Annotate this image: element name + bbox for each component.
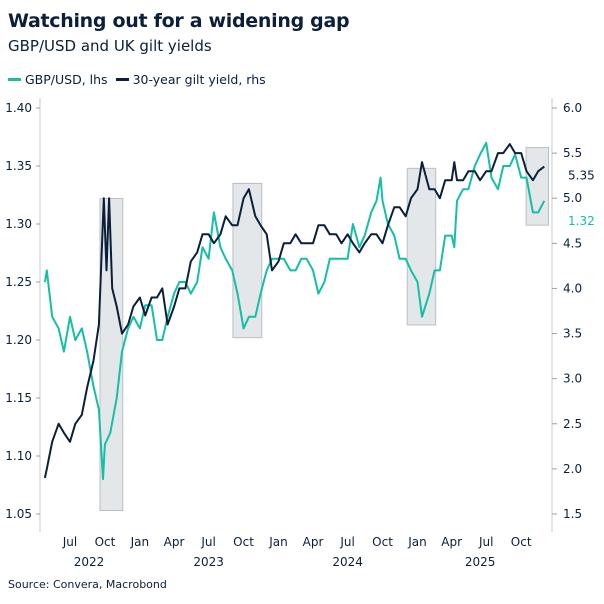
left-tick-label: 1.15 [5, 391, 32, 405]
left-tick-label: 1.10 [5, 449, 32, 463]
series-line-gilt-yield [43, 143, 545, 479]
x-tick-label: Apr [303, 535, 324, 549]
series-line-gbpusd [43, 141, 546, 481]
highlight-box [99, 197, 124, 512]
right-tick-label: 4.0 [563, 281, 582, 295]
x-tick-label: Apr [441, 535, 462, 549]
left-tick-label: 1.30 [5, 217, 32, 231]
chart-title: Watching out for a widening gap [8, 10, 350, 32]
legend-swatch-gilt [115, 78, 129, 81]
left-tick-label: 1.20 [5, 333, 32, 347]
right-tick-label: 1.5 [563, 507, 582, 521]
x-tick-label: Jul [62, 535, 77, 549]
chart-subtitle: GBP/USD and UK gilt yields [8, 37, 212, 55]
right-tick-label: 6.0 [563, 101, 582, 115]
end-label-gbpusd: 1.32 [568, 214, 595, 228]
left-tick-label: 1.35 [5, 159, 32, 173]
x-year-label: 2023 [193, 555, 224, 569]
highlight-box [525, 146, 550, 226]
x-year-label: 2022 [74, 555, 105, 569]
x-tick-label: Oct [511, 535, 532, 549]
x-tick-label: Jan [407, 535, 427, 549]
x-tick-label: Jul [200, 535, 215, 549]
right-tick-label: 2.5 [563, 417, 582, 431]
right-tick-label: 5.0 [563, 191, 582, 205]
x-tick-label: Oct [95, 535, 116, 549]
x-tick-label: Jan [268, 535, 288, 549]
x-tick-label: Jan [130, 535, 150, 549]
legend-label-gilt: 30-year gilt yield, rhs [132, 72, 266, 87]
x-tick-label: Oct [233, 535, 254, 549]
legend: GBP/USD, lhs 30-year gilt yield, rhs [8, 72, 266, 87]
x-tick-label: Jul [478, 535, 493, 549]
left-tick-label: 1.05 [5, 507, 32, 521]
right-tick-label: 3.5 [563, 327, 582, 341]
x-year-label: 2025 [465, 555, 496, 569]
x-tick-label: Apr [164, 535, 185, 549]
legend-swatch-gbpusd [8, 78, 21, 81]
legend-label-gbpusd: GBP/USD, lhs [25, 72, 108, 87]
right-tick-label: 2.0 [563, 462, 582, 476]
x-tick-label: Jul [339, 535, 354, 549]
highlight-box [406, 167, 437, 326]
highlight-box [232, 182, 263, 339]
x-year-label: 2024 [332, 555, 363, 569]
left-tick-label: 1.25 [5, 275, 32, 289]
left-tick-label: 1.40 [5, 101, 32, 115]
right-tick-label: 3.0 [563, 372, 582, 386]
end-label-gilt-yield: 5.35 [568, 169, 595, 183]
source-note: Source: Convera, Macrobond [8, 578, 167, 591]
right-tick-label: 4.5 [563, 236, 582, 250]
right-tick-label: 5.5 [563, 146, 582, 160]
x-tick-label: Oct [372, 535, 393, 549]
